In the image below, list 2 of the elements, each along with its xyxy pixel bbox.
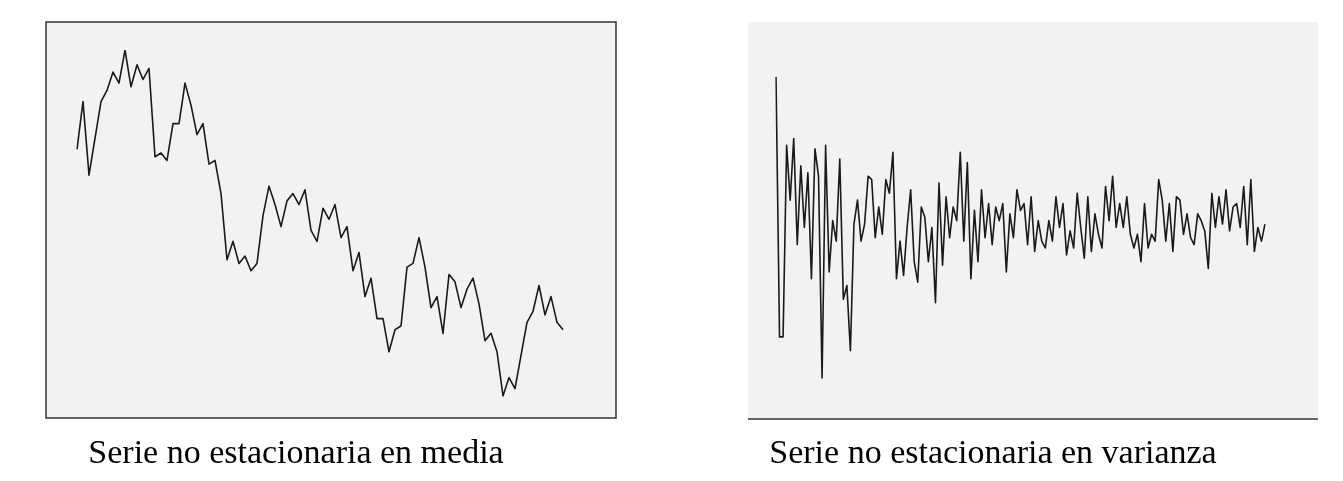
x-axis-title: Serie no estacionaria en media [87, 433, 505, 471]
x-axis-title: Serie no estacionaria en varianza [768, 433, 1218, 471]
